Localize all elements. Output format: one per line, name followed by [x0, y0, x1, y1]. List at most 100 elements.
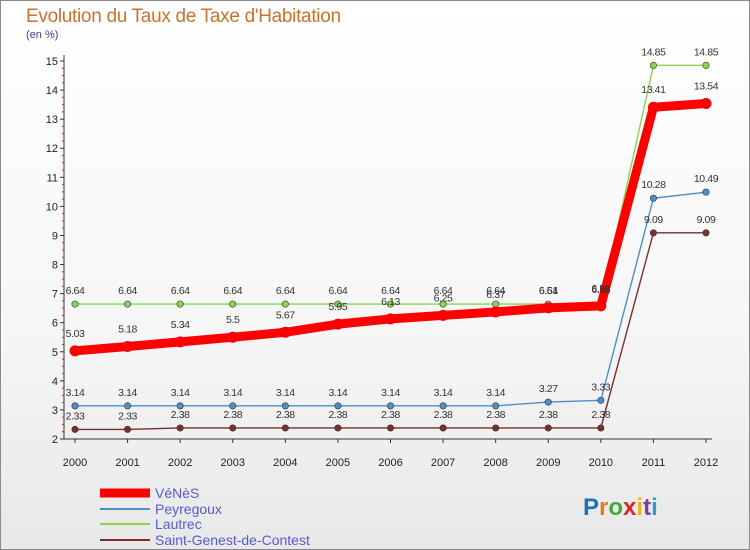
series-marker	[492, 300, 500, 308]
legend-label: VéNèS	[155, 485, 199, 501]
series-marker	[700, 97, 712, 109]
series-marker	[71, 425, 79, 433]
data-label: 5.95	[328, 301, 347, 313]
series-marker	[122, 341, 134, 353]
data-label: 6.64	[486, 285, 505, 297]
axes: 2 3 4 5 6 7 8 9 10 11 12 13 14 15 2000 2001 2002 2003 2004…	[46, 55, 718, 469]
series-marker	[597, 396, 605, 404]
x-tick-label: 2002	[168, 457, 192, 469]
y-tick-label: 15	[46, 56, 58, 68]
data-label: 2.38	[381, 409, 400, 421]
series-marker	[437, 309, 449, 321]
data-label: 6.64	[223, 285, 242, 297]
series-marker	[542, 302, 554, 314]
series-marker	[439, 424, 447, 432]
series-marker	[544, 398, 552, 406]
y-tick-label: 7	[52, 289, 58, 301]
data-label: 3.14	[328, 387, 347, 399]
series-marker	[69, 345, 81, 357]
data-label: 5.5	[226, 314, 240, 326]
series-marker	[176, 424, 184, 432]
y-tick-label: 2	[52, 434, 58, 446]
x-tick-label: 2012	[694, 457, 718, 469]
data-label: 6.64	[539, 285, 558, 297]
data-label: 2.38	[591, 409, 610, 421]
series-marker	[281, 424, 289, 432]
series-marker	[490, 306, 502, 318]
y-tick-label: 5	[52, 347, 58, 359]
series-marker	[544, 424, 552, 432]
y-tick-label: 8	[52, 260, 58, 272]
series-marker	[385, 313, 396, 325]
legend-label: Peyregoux	[155, 501, 222, 517]
legend-label: Saint-Genest-de-Contest	[155, 532, 310, 548]
series-marker	[229, 402, 237, 410]
x-tick-label: 2004	[273, 457, 297, 469]
x-tick-label: 2003	[221, 457, 245, 469]
proxiti-logo: Proxiti	[583, 494, 658, 521]
series-marker	[176, 300, 184, 308]
data-label: 6.13	[381, 296, 400, 308]
y-tick-label: 11	[47, 172, 58, 184]
y-tick-label: 3	[52, 405, 58, 417]
data-label: 6.68	[591, 284, 610, 296]
series-marker	[386, 424, 394, 432]
series-marker	[334, 300, 342, 308]
series-marker	[71, 300, 79, 308]
x-tick-label: 2011	[642, 457, 666, 469]
y-tick-label: 13	[46, 114, 58, 126]
series-marker	[279, 326, 291, 338]
chart-title: Evolution du Taux de Taxe d'Habitation	[26, 6, 341, 27]
data-label: 3.14	[223, 387, 242, 399]
data-label: 2.38	[276, 409, 295, 421]
series-marker	[492, 424, 500, 432]
series-marker	[174, 336, 186, 348]
x-tick-label: 2007	[431, 457, 455, 469]
series-marker	[702, 188, 710, 196]
x-tick-label: 2001	[115, 457, 139, 469]
data-label: 2.38	[434, 409, 453, 421]
y-tick-label: 12	[46, 143, 58, 155]
data-label: 2.38	[223, 409, 242, 421]
data-label: 6.64	[276, 285, 295, 297]
data-label: 2.33	[66, 410, 85, 422]
x-tick-label: 2006	[378, 457, 402, 469]
series-marker	[386, 300, 394, 308]
data-label: 2.33	[118, 410, 137, 422]
y-tick-label: 14	[46, 85, 58, 97]
series-marker	[649, 229, 657, 237]
y-tick-label: 9	[52, 230, 58, 242]
series-layer	[69, 61, 712, 433]
series-marker	[647, 101, 659, 113]
y-tick-label: 4	[52, 376, 58, 388]
series-marker	[281, 300, 289, 308]
series-marker	[702, 229, 710, 237]
series-marker	[439, 300, 447, 308]
data-label: 6.25	[434, 292, 453, 304]
series-marker	[649, 194, 657, 202]
series-marker	[124, 425, 132, 433]
series-marker	[439, 402, 447, 410]
data-label: 9.09	[644, 214, 663, 226]
data-label: 3.14	[486, 387, 505, 399]
data-label: 6.64	[171, 285, 190, 297]
data-label: 2.38	[486, 409, 505, 421]
data-label: 5.34	[171, 319, 190, 331]
x-tick-label: 2009	[536, 457, 560, 469]
series-marker	[492, 402, 500, 410]
data-label: 6.64	[328, 285, 347, 297]
data-labels: 5.03 5.18 5.34 5.5 5.675.95 6.13 6.25 6.37 6.51 6…	[66, 46, 720, 422]
data-label: 5.67	[276, 309, 295, 321]
data-label: 3.14	[118, 387, 137, 399]
data-label: 5.03	[66, 328, 85, 340]
series-marker	[597, 424, 605, 432]
data-label: 6.37	[486, 289, 505, 301]
data-label: 14.85	[694, 46, 719, 58]
series-marker	[124, 300, 132, 308]
series-marker	[334, 424, 342, 432]
data-label: 3.14	[276, 387, 295, 399]
data-label: 6.64	[118, 285, 137, 297]
x-tick-label: 2008	[483, 457, 507, 469]
